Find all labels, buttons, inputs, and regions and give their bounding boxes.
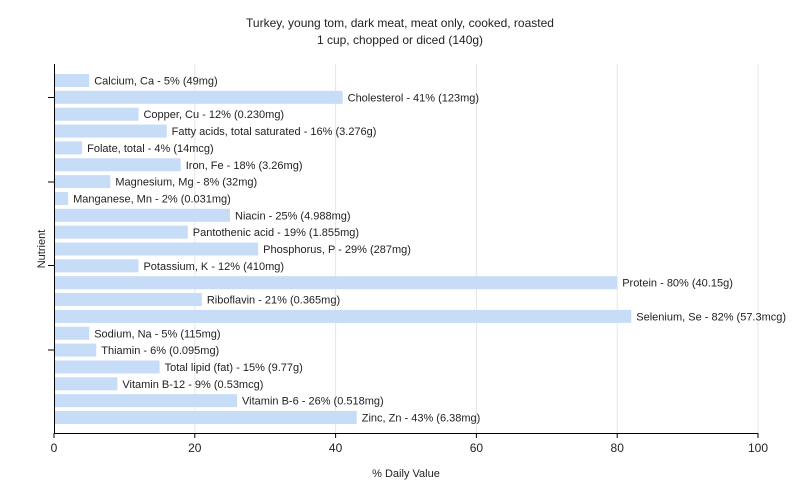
- bar: [55, 74, 90, 87]
- bar: [55, 225, 188, 239]
- bar: [55, 242, 259, 256]
- bar: [55, 309, 632, 323]
- bar-label: Sodium, Na - 5% (115mg): [94, 328, 220, 340]
- chart-subtitle: 1 cup, chopped or diced (140g): [317, 33, 483, 47]
- bar-label: Fatty acids, total saturated - 16% (3.27…: [172, 126, 377, 138]
- bar: [55, 394, 238, 408]
- bar-label: Vitamin B-12 - 9% (0.53mcg): [122, 379, 263, 391]
- bar: [55, 191, 69, 205]
- bar-label: Vitamin B-6 - 26% (0.518mg): [242, 396, 384, 408]
- bar: [55, 326, 90, 340]
- bar: [55, 343, 97, 357]
- bar: [55, 259, 139, 273]
- x-tick-label: 80: [611, 441, 625, 455]
- bar: [55, 208, 230, 222]
- y-axis-label: Nutrient: [36, 230, 48, 269]
- bar: [55, 293, 202, 307]
- bar-label: Thiamin - 6% (0.095mg): [101, 345, 219, 357]
- bar-label: Total lipid (fat) - 15% (9.77g): [165, 362, 303, 374]
- axes: 0 20 40 60 80 100: [48, 64, 768, 455]
- bar: [55, 377, 118, 391]
- bar-label: Selenium, Se - 82% (57.3mcg): [636, 311, 786, 323]
- x-tick-label: 60: [470, 441, 484, 455]
- bar-label: Niacin - 25% (4.988mg): [235, 210, 351, 222]
- x-axis-label: % Daily Value: [372, 468, 440, 480]
- bar-label: Cholesterol - 41% (123mg): [348, 92, 479, 104]
- bar: [55, 360, 160, 374]
- bar-label: Pantothenic acid - 19% (1.855mg): [193, 227, 359, 239]
- bar-label: Riboflavin - 21% (0.365mg): [207, 295, 340, 307]
- bar: [55, 90, 343, 104]
- x-tick-label: 100: [748, 441, 768, 455]
- bar-labels: Calcium, Ca - 5% (49mg) Cholesterol - 41%…: [73, 76, 786, 425]
- bar-label: Copper, Cu - 12% (0.230mg): [143, 109, 284, 121]
- bar-label: Manganese, Mn - 2% (0.031mg): [73, 193, 231, 205]
- bars: [55, 74, 632, 424]
- bar: [55, 141, 83, 155]
- bar-label: Zinc, Zn - 43% (6.38mg): [362, 413, 481, 425]
- bar: [55, 124, 167, 138]
- bar: [55, 175, 111, 189]
- bar-label: Calcium, Ca - 5% (49mg): [94, 76, 217, 88]
- bar-label: Phosphorus, P - 29% (287mg): [263, 244, 411, 256]
- x-tick-label: 0: [51, 441, 58, 455]
- x-tick-label: 40: [329, 441, 343, 455]
- bar: [55, 411, 357, 424]
- bar: [55, 158, 181, 172]
- bar-label: Magnesium, Mg - 8% (32mg): [115, 177, 257, 189]
- gridlines: [194, 64, 759, 433]
- bar-label: Protein - 80% (40.15g): [622, 278, 733, 290]
- bar: [55, 276, 618, 290]
- bar: [55, 107, 139, 121]
- x-tick-label: 20: [188, 441, 202, 455]
- bar-label: Folate, total - 4% (14mcg): [87, 143, 214, 155]
- bar-label: Potassium, K - 12% (410mg): [143, 261, 284, 273]
- bar-label: Iron, Fe - 18% (3.26mg): [186, 160, 303, 172]
- chart-title: Turkey, young tom, dark meat, meat only,…: [246, 16, 554, 30]
